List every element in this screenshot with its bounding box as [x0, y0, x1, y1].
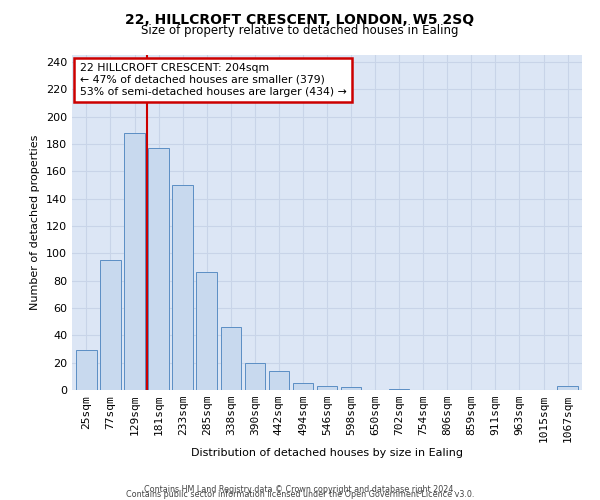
- Bar: [389, 388, 409, 390]
- Text: 22, HILLCROFT CRESCENT, LONDON, W5 2SQ: 22, HILLCROFT CRESCENT, LONDON, W5 2SQ: [125, 12, 475, 26]
- Bar: [317, 386, 337, 390]
- X-axis label: Distribution of detached houses by size in Ealing: Distribution of detached houses by size …: [191, 448, 463, 458]
- Bar: [124, 133, 145, 390]
- Bar: [148, 148, 169, 390]
- Bar: [221, 327, 241, 390]
- Bar: [269, 371, 289, 390]
- Bar: [196, 272, 217, 390]
- Text: Contains public sector information licensed under the Open Government Licence v3: Contains public sector information licen…: [126, 490, 474, 499]
- Bar: [76, 350, 97, 390]
- Y-axis label: Number of detached properties: Number of detached properties: [31, 135, 40, 310]
- Text: Size of property relative to detached houses in Ealing: Size of property relative to detached ho…: [141, 24, 459, 37]
- Bar: [100, 260, 121, 390]
- Bar: [172, 185, 193, 390]
- Bar: [293, 383, 313, 390]
- Bar: [245, 362, 265, 390]
- Bar: [557, 386, 578, 390]
- Bar: [341, 388, 361, 390]
- Text: 22 HILLCROFT CRESCENT: 204sqm
← 47% of detached houses are smaller (379)
53% of : 22 HILLCROFT CRESCENT: 204sqm ← 47% of d…: [80, 64, 346, 96]
- Text: Contains HM Land Registry data © Crown copyright and database right 2024.: Contains HM Land Registry data © Crown c…: [144, 484, 456, 494]
